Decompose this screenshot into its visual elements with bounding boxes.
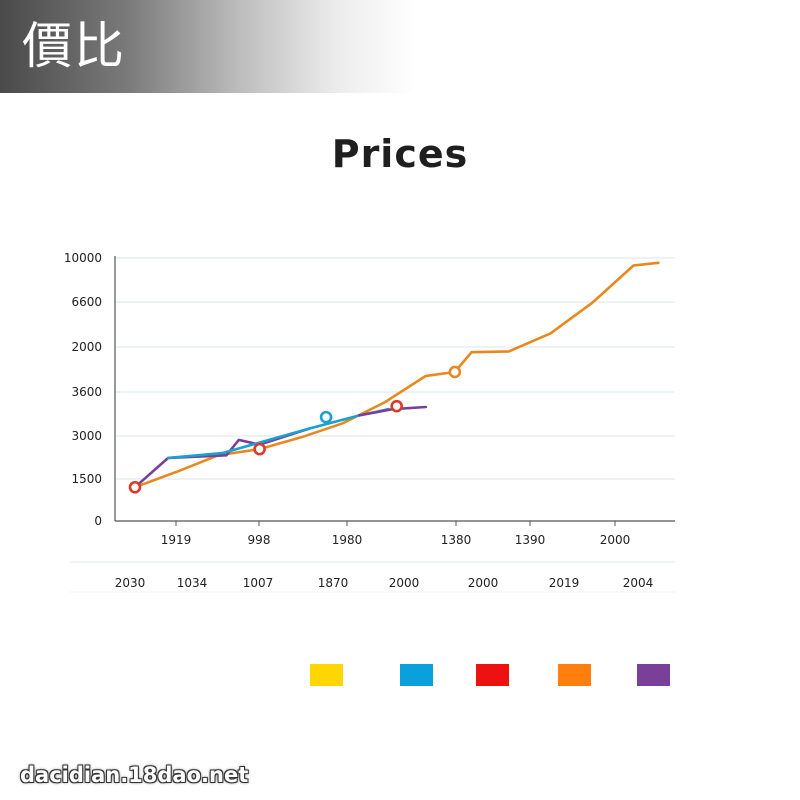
- y-tick-label: 3000: [71, 429, 102, 443]
- x-tick-label: 2000: [600, 533, 631, 547]
- watermark: dacidian.18dao.net: [20, 763, 249, 787]
- y-tick-label: 2000: [71, 340, 102, 354]
- y-tick-label: 10000: [64, 251, 102, 265]
- legend-swatch: [400, 664, 433, 686]
- x-tick-label: 998: [248, 533, 271, 547]
- x-tick-label-secondary: 1870: [318, 576, 349, 590]
- y-tick-label: 1500: [71, 472, 102, 486]
- legend-swatch: [558, 664, 591, 686]
- x-tick-label-secondary: 2030: [115, 576, 146, 590]
- data-point-marker: [128, 480, 142, 494]
- series-line-3: [166, 407, 390, 460]
- legend-swatch: [637, 664, 670, 686]
- x-tick-label: 1380: [441, 533, 472, 547]
- x-tick-label-secondary: 1007: [243, 576, 274, 590]
- x-tick-label-secondary: 2000: [389, 576, 420, 590]
- data-point-marker: [253, 442, 266, 456]
- x-tick-label-secondary: 2000: [468, 576, 499, 590]
- x-tick-label: 1919: [161, 533, 192, 547]
- data-point-marker: [319, 410, 333, 424]
- legend-swatch: [476, 664, 509, 686]
- chart-title: Prices: [331, 132, 469, 176]
- y-tick-label: 0: [94, 514, 102, 528]
- header-title: 價比: [22, 17, 126, 75]
- x-tick-label-secondary: 1034: [177, 576, 208, 590]
- x-tick-label: 1980: [332, 533, 363, 547]
- series-line-1: [133, 261, 660, 489]
- legend-swatch: [310, 664, 343, 686]
- y-tick-label: 6600: [71, 295, 102, 309]
- header-banner: [0, 0, 800, 93]
- x-tick-label-secondary: 2019: [549, 576, 580, 590]
- data-point-marker: [390, 399, 403, 413]
- data-point-marker: [448, 365, 462, 379]
- x-tick-label-secondary: 2004: [623, 576, 654, 590]
- y-tick-label: 3600: [71, 385, 102, 399]
- x-tick-label: 1390: [515, 533, 546, 547]
- series-line-2: [133, 427, 311, 489]
